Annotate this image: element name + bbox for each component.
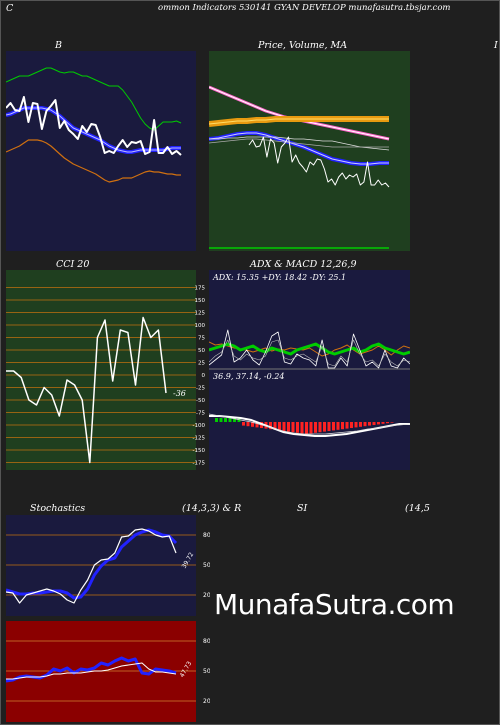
macd-histogram-bar — [350, 422, 353, 428]
cci-last-value: -36 — [173, 389, 186, 398]
rsi-tick-label: 50 — [203, 668, 210, 675]
macd-histogram-bar — [327, 422, 331, 431]
stochastics-tick-label: 80 — [203, 532, 210, 539]
macd-histogram-bar — [251, 422, 254, 427]
cci-tick-label: 25 — [198, 361, 205, 367]
macd-histogram-bar — [323, 422, 326, 432]
macd-histogram-bar — [368, 422, 371, 426]
cci-tick-label: 175 — [195, 286, 206, 292]
cci-tick-label: -50 — [196, 398, 205, 404]
adx-green-line — [209, 342, 410, 356]
cci-tick-label: -75 — [196, 411, 205, 417]
macd-histogram-bar — [291, 422, 295, 433]
macd-histogram-bar — [386, 422, 389, 424]
macd-histogram-bar — [305, 422, 308, 434]
macd-histogram-bar — [359, 422, 362, 427]
macd-histogram-bar — [363, 422, 367, 427]
cci-tick-label: 150 — [195, 298, 206, 304]
adx-macd-title: ADX & MACD 12,26,9 — [250, 259, 357, 270]
macd-histogram-bar — [390, 422, 394, 423]
macd-histogram-bar — [381, 422, 385, 424]
macd-histogram-bar — [314, 422, 317, 433]
price-ma-panel — [209, 51, 410, 251]
cci-tick-label: -100 — [193, 423, 206, 429]
cci-title: CCI 20 — [56, 259, 90, 270]
bollinger-lower-band — [6, 139, 181, 183]
stochastics-title: Stochastics — [30, 503, 86, 514]
adx-macd-panel — [209, 270, 410, 470]
macd-histogram-bar — [242, 422, 245, 426]
cci-tick-label: 0 — [202, 373, 206, 379]
macd-histogram-bar — [282, 422, 286, 431]
cci-tick-label: 100 — [195, 323, 206, 329]
stochastics-tick-label: 50 — [203, 562, 210, 569]
macd-histogram-bar — [296, 422, 299, 433]
macd-histogram-bar — [224, 418, 227, 422]
price-ma-thin-line-2 — [209, 138, 389, 148]
price-ma-price-line — [248, 136, 390, 188]
macd-histogram-bar — [377, 422, 380, 425]
macd-histogram-bar — [341, 422, 344, 430]
cci-tick-label: -25 — [196, 386, 205, 392]
price-ma-blue-core — [209, 132, 389, 165]
price-ma-title: Price, Volume, MA — [258, 40, 348, 51]
bollinger-panel — [6, 51, 196, 251]
macd-histogram-bar — [278, 422, 281, 431]
macd-histogram-bar — [287, 422, 290, 432]
cci-tick-label: -150 — [193, 448, 206, 454]
macd-histogram-bar — [336, 422, 340, 430]
price-ma-orange-core — [209, 118, 389, 125]
cci-tick-label: -175 — [193, 461, 206, 467]
macd-histogram-bar — [269, 422, 272, 430]
macd-histogram-bar — [372, 422, 376, 425]
macd-histogram-bar — [354, 422, 358, 428]
rsi-tick-label: 80 — [203, 638, 210, 645]
bollinger-middle-band-core — [6, 107, 181, 153]
page-header-title: ommon Indicators 530141 GYAN DEVELOP mun… — [158, 3, 451, 13]
rsi-params: (14,5 — [405, 503, 430, 514]
stochastics-params: (14,3,3) & R — [182, 503, 242, 514]
macd-histogram-bar — [215, 418, 218, 422]
stochastics-tick-label: 20 — [203, 592, 210, 599]
macd-histogram-bar — [255, 422, 259, 428]
adx-grey-line — [209, 339, 410, 367]
macd-histogram-bar — [273, 422, 277, 430]
macd-histogram-bar — [233, 418, 236, 422]
bollinger-price-line — [6, 96, 182, 156]
cci-panel: 175 150 125 100 75 50 25 0 -25 -50 -75 -100 -125 -150… — [6, 270, 206, 470]
macd-histogram-bar — [300, 422, 304, 434]
macd-histogram-bar — [228, 418, 232, 422]
cci-tick-label: 75 — [198, 336, 205, 342]
bollinger-title: B — [55, 40, 62, 51]
macd-histogram-bar — [219, 418, 223, 422]
macd-histogram-bar — [246, 422, 250, 427]
macd-histogram-bar — [318, 422, 322, 433]
rsi-signal-line — [6, 662, 177, 680]
macd-histogram-bar — [309, 422, 313, 434]
cci-tick-label: 125 — [195, 311, 206, 317]
macd-signal-line — [209, 413, 410, 435]
stochastics-k-line — [6, 528, 177, 604]
rsi-tick-label: 20 — [203, 698, 210, 705]
adx-macd-background — [209, 270, 410, 470]
adx-white-line — [209, 329, 410, 369]
header-letter: C — [6, 3, 14, 14]
macd-histogram-bar — [332, 422, 335, 431]
cci-tick-label: -125 — [193, 436, 206, 442]
cci-line — [6, 316, 167, 464]
macd-values-text: 36.9, 37.14, -0.24 — [213, 372, 285, 381]
watermark-text: MunafaSutra.com — [214, 588, 455, 621]
header-letter-right: I — [494, 40, 498, 51]
cci-background — [6, 270, 196, 470]
cci-tick-label: 50 — [198, 348, 205, 354]
adx-values-text: ADX: 15.35 +DY: 18.42 -DY: 25.1 — [213, 273, 347, 282]
macd-histogram-bar — [345, 422, 349, 429]
rsi-title: SI — [297, 503, 308, 514]
